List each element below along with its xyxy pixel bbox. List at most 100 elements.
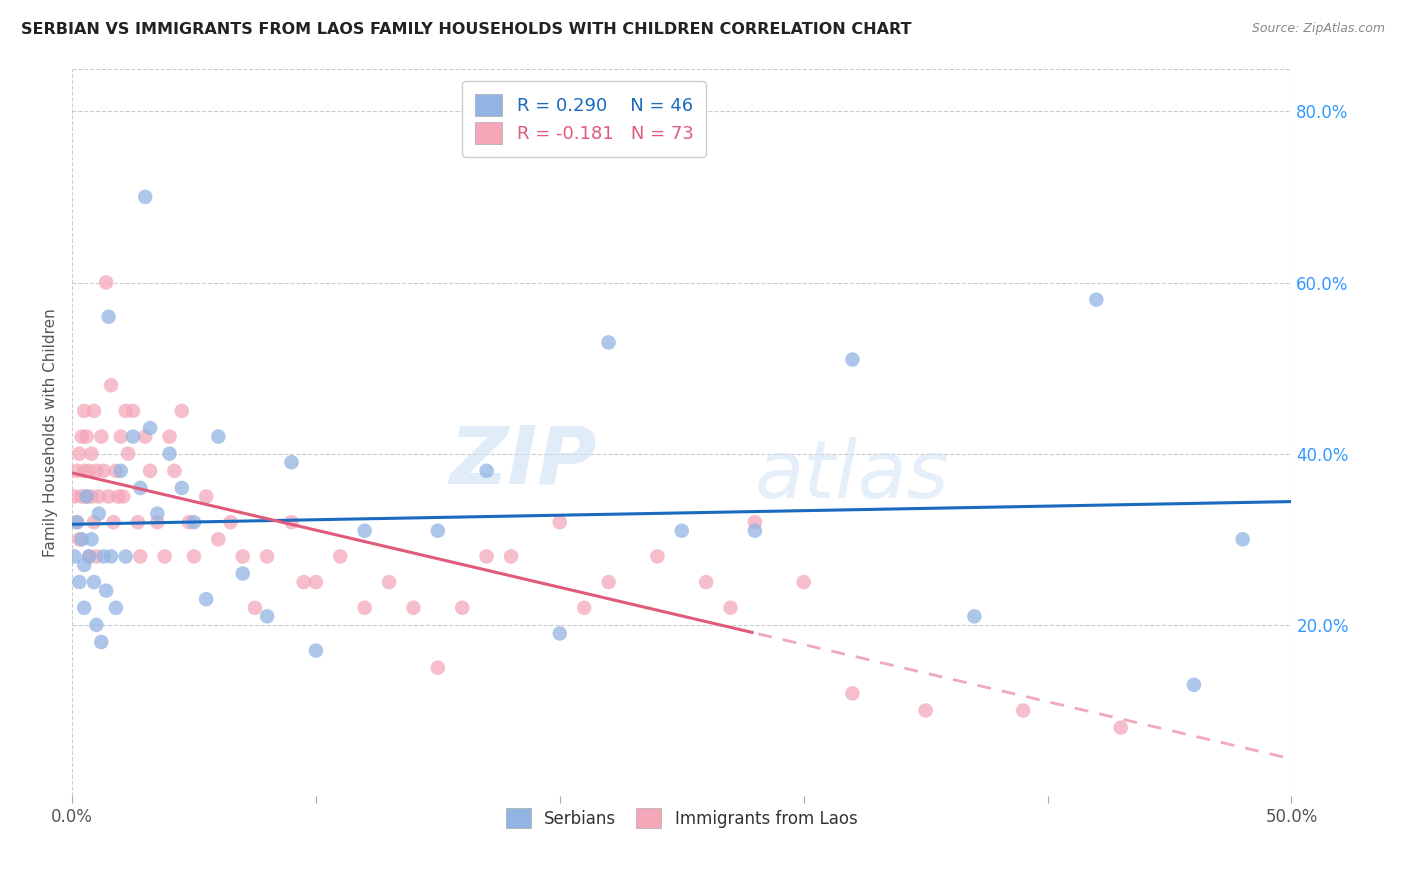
Point (96, 276, 118, 290)
Point (86, 464, 108, 478)
Point (402, 600, 425, 615)
Point (256, 609, 278, 624)
Point (305, 575, 328, 590)
Point (647, 549, 669, 564)
Legend: Serbians, Immigrants from Laos: Serbians, Immigrants from Laos (499, 801, 865, 835)
Point (93, 549, 115, 564)
Point (73, 558, 96, 572)
Point (280, 515, 302, 529)
Point (1232, 533, 1254, 547)
Point (86, 549, 108, 564)
Point (170, 404, 193, 418)
Point (139, 421, 162, 435)
Point (598, 335, 620, 350)
Point (77, 549, 100, 564)
Point (163, 464, 186, 478)
Point (87, 507, 110, 521)
Point (129, 481, 152, 495)
Point (1109, 721, 1132, 735)
Point (67, 533, 90, 547)
Text: atlas: atlas (755, 437, 949, 515)
Point (548, 626, 571, 640)
Point (104, 464, 127, 478)
Point (93, 464, 115, 478)
Point (353, 600, 375, 615)
Point (963, 609, 986, 624)
Point (77, 549, 100, 564)
Point (426, 661, 449, 675)
Point (70, 533, 93, 547)
Point (80, 533, 103, 547)
Point (451, 600, 474, 615)
Point (122, 429, 145, 443)
Point (305, 643, 328, 657)
Point (63, 490, 86, 504)
Point (76, 490, 98, 504)
Point (114, 404, 136, 418)
Point (195, 592, 218, 607)
Point (73, 464, 96, 478)
Point (97, 310, 120, 324)
Point (73, 404, 96, 418)
Point (548, 515, 571, 529)
Point (63, 549, 86, 564)
Point (793, 575, 815, 590)
Point (159, 429, 181, 443)
Point (83, 404, 105, 418)
Point (671, 524, 693, 538)
Point (207, 429, 229, 443)
Y-axis label: Family Households with Children: Family Households with Children (44, 308, 58, 557)
Point (146, 507, 169, 521)
Point (378, 575, 401, 590)
Point (129, 549, 152, 564)
Point (100, 378, 122, 392)
Point (146, 515, 169, 529)
Point (122, 404, 145, 418)
Point (1012, 704, 1035, 718)
Point (744, 515, 766, 529)
Point (67, 575, 90, 590)
Point (66, 515, 89, 529)
Point (914, 704, 936, 718)
Point (232, 549, 254, 564)
Point (76, 429, 98, 443)
Point (695, 575, 717, 590)
Point (103, 515, 125, 529)
Point (280, 455, 302, 469)
Point (1085, 293, 1108, 307)
Point (66, 515, 89, 529)
Point (177, 515, 200, 529)
Point (117, 447, 139, 461)
Point (195, 490, 218, 504)
Point (207, 533, 229, 547)
Text: ZIP: ZIP (449, 423, 596, 500)
Point (720, 600, 742, 615)
Point (86, 618, 108, 632)
Point (83, 575, 105, 590)
Point (841, 352, 863, 367)
Point (153, 549, 176, 564)
Point (76, 490, 98, 504)
Point (110, 464, 132, 478)
Point (90, 635, 112, 649)
Point (841, 686, 863, 700)
Point (114, 549, 136, 564)
Point (110, 429, 132, 443)
Point (1182, 678, 1205, 692)
Point (96, 583, 118, 598)
Point (87, 490, 110, 504)
Point (90, 429, 112, 443)
Point (139, 464, 162, 478)
Point (353, 524, 375, 538)
Point (67, 447, 90, 461)
Point (329, 549, 352, 564)
Point (66, 464, 89, 478)
Point (80, 490, 103, 504)
Point (100, 549, 122, 564)
Point (183, 515, 205, 529)
Point (170, 481, 193, 495)
Point (73, 600, 96, 615)
Point (112, 490, 135, 504)
Point (80, 447, 103, 461)
Text: SERBIAN VS IMMIGRANTS FROM LAOS FAMILY HOUSEHOLDS WITH CHILDREN CORRELATION CHAR: SERBIAN VS IMMIGRANTS FROM LAOS FAMILY H… (21, 22, 911, 37)
